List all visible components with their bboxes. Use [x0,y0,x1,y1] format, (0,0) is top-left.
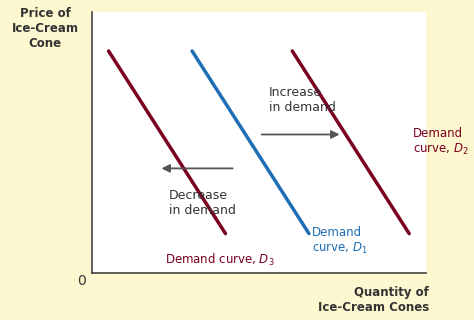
Text: 0: 0 [77,274,86,288]
Text: Increase
in demand: Increase in demand [269,86,336,114]
Text: Quantity of
Ice-Cream Cones: Quantity of Ice-Cream Cones [318,286,429,314]
Text: Demand curve, $D_3$: Demand curve, $D_3$ [165,252,275,268]
Text: Decrease
in demand: Decrease in demand [169,189,236,217]
Text: Price of
Ice-Cream
Cone: Price of Ice-Cream Cone [12,7,79,50]
Text: Demand
curve, $D_1$: Demand curve, $D_1$ [312,226,368,256]
Text: Demand
curve, $D_2$: Demand curve, $D_2$ [412,127,468,157]
